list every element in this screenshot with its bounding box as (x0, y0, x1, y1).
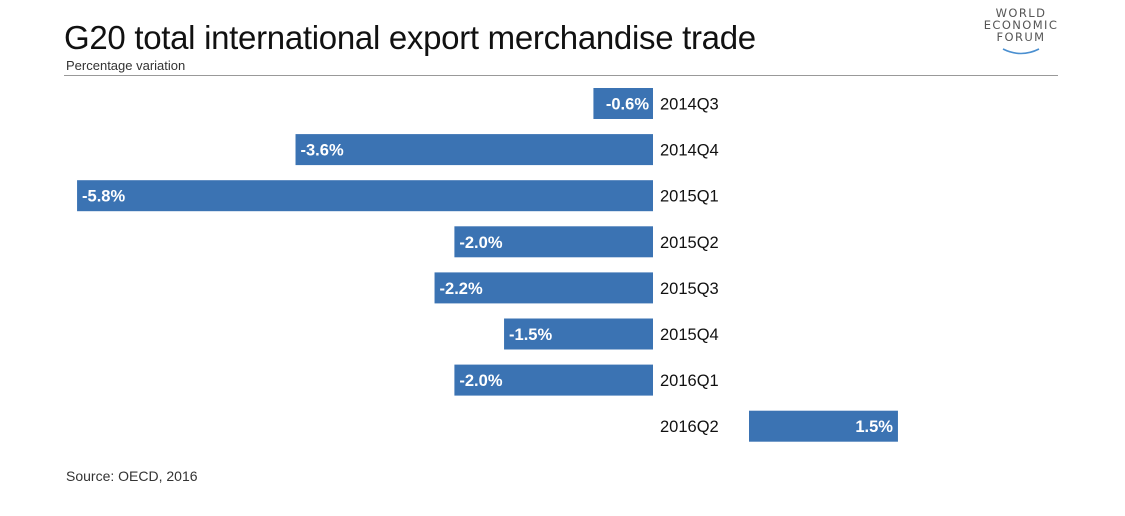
category-label-2014Q4: 2014Q4 (660, 142, 719, 160)
bar-2016Q2 (749, 410, 898, 442)
category-label-2014Q3: 2014Q3 (660, 96, 719, 114)
bar-2014Q4 (295, 134, 653, 166)
logo-text-forum: FORUM (996, 30, 1046, 44)
data-label-2015Q3: -2.2% (440, 280, 483, 298)
bar-2015Q4 (504, 318, 653, 350)
logo-text-world: WORLD (995, 6, 1047, 20)
page-subtitle: Percentage variation (66, 58, 186, 73)
bar-2016Q1 (454, 364, 653, 396)
category-label-2015Q3: 2015Q3 (660, 280, 719, 298)
bar-2015Q2 (454, 226, 653, 258)
bar-2015Q1 (77, 180, 653, 212)
category-label-2016Q1: 2016Q1 (660, 372, 719, 390)
bar-2014Q3 (593, 88, 653, 119)
data-label-2015Q4: -1.5% (509, 326, 552, 344)
data-label-2014Q4: -3.6% (301, 142, 344, 160)
category-label-2015Q2: 2015Q2 (660, 234, 719, 252)
data-label-2016Q1: -2.0% (459, 372, 502, 390)
category-label-2016Q2: 2016Q2 (660, 418, 719, 436)
category-label-2015Q4: 2015Q4 (660, 326, 719, 344)
world-economic-forum-logo: WORLD ECONOMIC FORUM (975, 5, 1067, 57)
source-note: Source: OECD, 2016 (66, 468, 198, 484)
bar-2015Q3 (434, 272, 653, 304)
logo-text-economic: ECONOMIC (983, 18, 1059, 32)
logo-arc-icon (1002, 48, 1040, 55)
data-label-2015Q2: -2.0% (459, 234, 502, 252)
data-label-2014Q3: -0.6% (606, 96, 649, 114)
page-title: G20 total international export merchandi… (64, 19, 756, 56)
category-label-2015Q1: 2015Q1 (660, 188, 719, 206)
data-label-2015Q1: -5.8% (82, 188, 125, 206)
data-label-2016Q2: 1.5% (855, 418, 893, 436)
title-divider (64, 75, 1058, 76)
